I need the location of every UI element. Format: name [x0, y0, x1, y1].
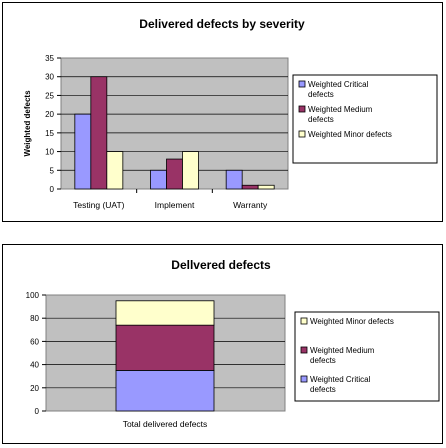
y-tick-label: 30: [45, 73, 54, 82]
y-tick-label: 40: [30, 361, 39, 370]
x-category-label: Warranty: [233, 200, 268, 210]
legend-swatch: [300, 317, 308, 325]
y-tick-label: 10: [45, 148, 54, 157]
legend-swatch: [300, 346, 308, 354]
y-tick-label: 35: [45, 54, 54, 63]
bar-weighted-critical-defects: [225, 169, 243, 190]
y-tick-label: 80: [30, 314, 39, 323]
bar-weighted-medium-defects: [90, 76, 108, 190]
legend-swatch: [298, 80, 306, 88]
legend-label: Weighted Minor defects: [310, 317, 394, 326]
severity-chart-panel: Delivered defects by severity 0 5 10 15 20 25 3…: [2, 2, 443, 222]
x-category-label: Testing (UAT): [73, 200, 124, 210]
legend: [292, 74, 438, 164]
legend-label: Weighted Medium defects: [308, 105, 373, 124]
bar-weighted-critical-defects: [150, 169, 167, 190]
stacked-segment-weighted-medium-defects: [115, 324, 215, 371]
y-tick-label: 25: [45, 91, 54, 100]
legend-label: Weighted Critical defects: [308, 80, 369, 99]
bar-weighted-minor-defects: [106, 151, 124, 190]
total-chart: Dellvered defects 0 20 40 60 80 100 Total deliv…: [26, 258, 440, 429]
y-tick-label: 15: [45, 129, 54, 138]
y-tick-label: 60: [30, 337, 39, 346]
y-tick-label: 0: [35, 407, 40, 416]
x-category-label: Total delivered defects: [123, 419, 208, 429]
legend-swatch: [298, 130, 306, 138]
y-axis-title: Weighted defects: [23, 90, 32, 157]
y-tick-label: 5: [50, 166, 55, 175]
total-chart-panel: Dellvered defects 0 20 40 60 80 100 Total deliv…: [2, 244, 443, 444]
y-tick-label: 20: [30, 384, 39, 393]
severity-chart: Delivered defects by severity 0 5 10 15 20 25 3…: [23, 17, 438, 210]
bar-weighted-minor-defects: [257, 184, 275, 190]
stacked-segment-weighted-minor-defects: [115, 300, 215, 326]
bar-weighted-medium-defects: [241, 184, 259, 190]
bar-weighted-minor-defects: [182, 151, 199, 190]
legend-swatch: [298, 105, 306, 113]
x-category-label: Implement: [155, 200, 195, 210]
legend-label: Weighted Medium defects: [310, 346, 375, 365]
chart-title: Delivered defects by severity: [139, 17, 305, 31]
legend-label: Weighted Critical defects: [310, 375, 371, 394]
y-tick-label: 20: [45, 110, 54, 119]
chart-title: Dellvered defects: [171, 258, 271, 272]
legend-swatch: [300, 375, 308, 383]
legend: [294, 311, 440, 402]
y-tick-label: 0: [50, 185, 55, 194]
bar-weighted-medium-defects: [166, 158, 183, 190]
bar-weighted-critical-defects: [74, 113, 92, 190]
stacked-segment-weighted-critical-defects: [115, 370, 215, 412]
y-tick-label: 100: [26, 291, 40, 300]
legend-label: Weighted Minor defects: [308, 130, 392, 139]
